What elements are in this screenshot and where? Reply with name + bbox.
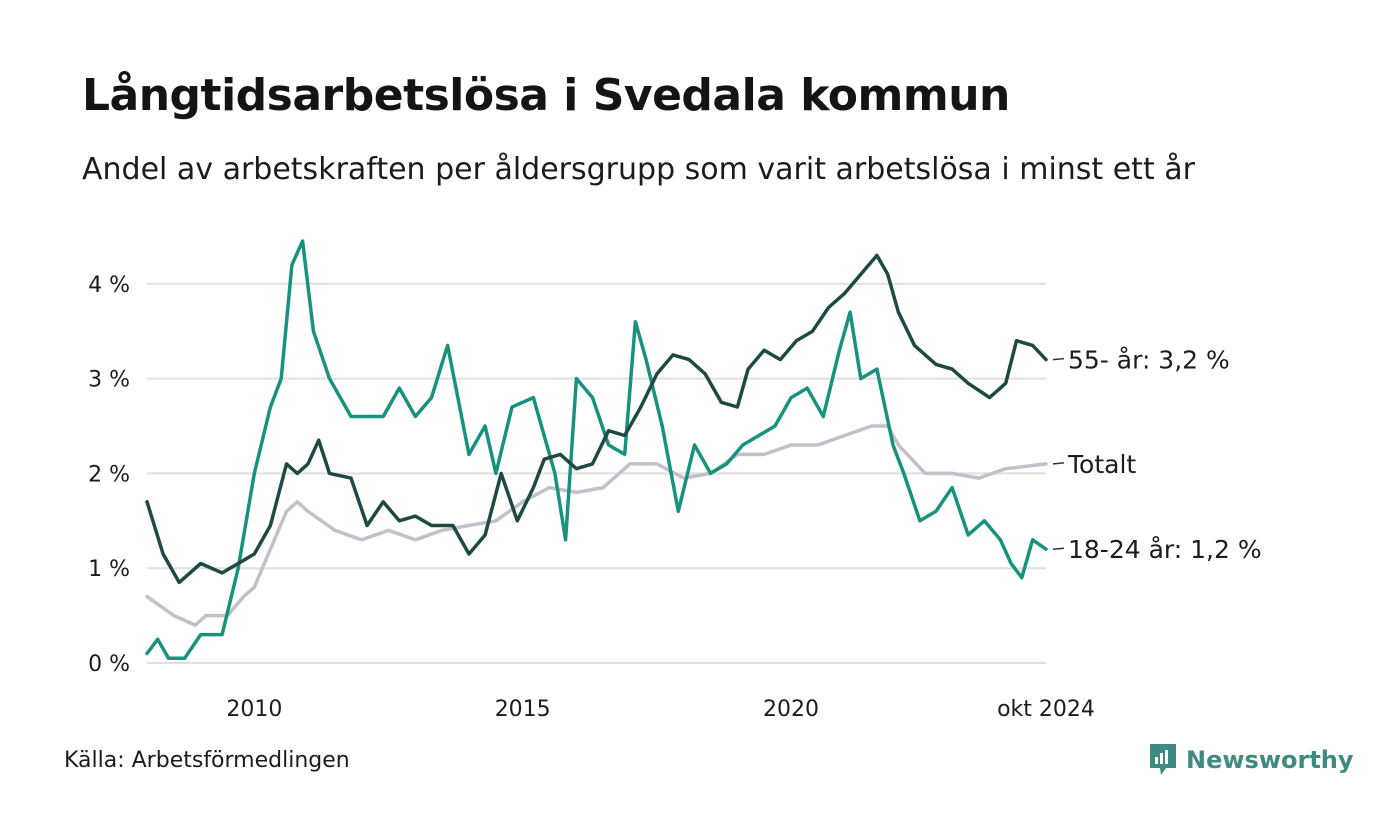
y-tick-label: 3 %	[88, 368, 130, 393]
x-tick-label: 2010	[226, 697, 282, 722]
newsworthy-logo-icon	[1150, 744, 1176, 775]
y-tick-label: 1 %	[88, 557, 130, 582]
brand-logo[interactable]: Newsworthy	[1148, 742, 1354, 778]
source-note: Källa: Arbetsförmedlingen	[64, 748, 350, 773]
y-tick-label: 2 %	[88, 462, 130, 487]
series-end-labels: Totalt 55- år: 3,2 % 18-24 år: 1,2 %	[1052, 346, 1262, 564]
y-axis-ticks: 0 % 1 % 2 % 3 % 4 %	[88, 273, 130, 677]
end-label-leader-age_18_24	[1052, 547, 1065, 550]
brand-name: Newsworthy	[1186, 746, 1354, 774]
chart-title: Långtidsarbetslösa i Svedala kommun	[82, 70, 1010, 121]
series-line-age_18_24	[145, 239, 1048, 661]
x-tick-label: 2015	[495, 697, 551, 722]
x-tick-label: okt 2024	[997, 697, 1095, 722]
x-tick-label: 2020	[763, 697, 819, 722]
end-label-age_18_24: 18-24 år: 1,2 %	[1068, 535, 1262, 564]
end-label-age_55: 55- år: 3,2 %	[1068, 346, 1230, 375]
end-label-leader-total	[1052, 462, 1065, 465]
y-tick-label: 4 %	[88, 273, 130, 298]
end-label-leader-age_55	[1052, 357, 1065, 361]
y-tick-label: 0 %	[88, 652, 130, 677]
series-line-age_55	[145, 253, 1048, 585]
series-line-total	[145, 424, 1048, 627]
end-label-total: Totalt	[1067, 450, 1136, 479]
series-lines	[145, 239, 1048, 661]
chart-subtitle: Andel av arbetskraften per åldersgrupp s…	[82, 152, 1195, 187]
gridlines	[147, 282, 1046, 664]
x-axis-ticks: 2010 2015 2020 okt 2024	[226, 697, 1095, 722]
